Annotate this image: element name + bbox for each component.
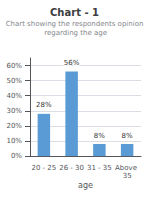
svg-text:0%: 0% (11, 152, 22, 160)
svg-text:35: 35 (123, 172, 132, 180)
svg-text:28%: 28% (36, 101, 52, 109)
svg-text:8%: 8% (122, 132, 133, 140)
svg-text:20%: 20% (6, 122, 22, 130)
svg-text:60%: 60% (6, 62, 22, 70)
svg-text:50%: 50% (6, 77, 22, 85)
svg-text:40%: 40% (6, 92, 22, 100)
svg-text:26 - 30: 26 - 30 (59, 164, 84, 172)
svg-text:30%: 30% (6, 107, 22, 115)
svg-text:10%: 10% (6, 137, 22, 145)
svg-text:Chart showing the respondents: Chart showing the respondents opinion (6, 20, 144, 28)
svg-text:regarding the age: regarding the age (42, 29, 107, 37)
svg-text:56%: 56% (64, 59, 80, 67)
svg-text:31 - 35: 31 - 35 (87, 164, 112, 172)
svg-text:Above: Above (115, 164, 139, 172)
svg-text:age: age (78, 181, 93, 190)
svg-text:8%: 8% (94, 132, 105, 140)
svg-text:Chart - 1: Chart - 1 (50, 7, 99, 18)
svg-text:20 - 25: 20 - 25 (31, 164, 56, 172)
